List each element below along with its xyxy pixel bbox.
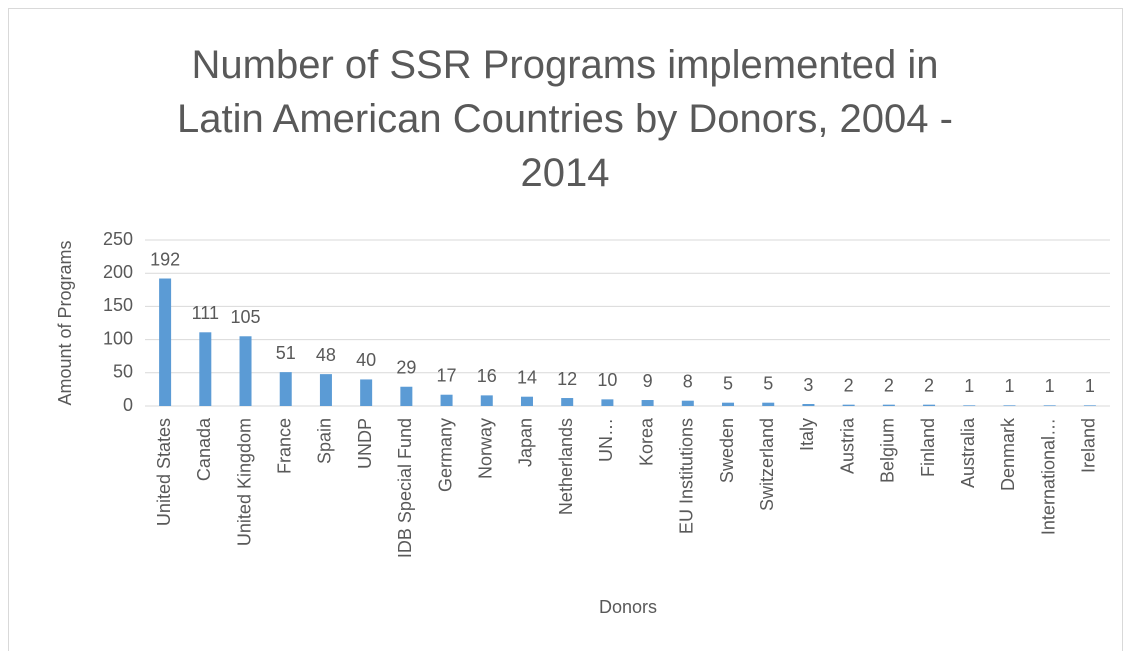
chart-border: [8, 8, 1123, 651]
data-label: 1: [1045, 376, 1055, 396]
x-tick-label: Australia: [958, 417, 978, 488]
data-label: 10: [597, 370, 617, 390]
y-tick-label: 100: [103, 328, 133, 348]
bar: [199, 332, 212, 406]
bar: [279, 372, 292, 406]
bar: [319, 374, 332, 406]
x-tick-label: Finland: [918, 418, 938, 477]
x-tick-label: Denmark: [998, 417, 1018, 491]
chart-title: Number of SSR Programs implemented in La…: [177, 43, 953, 195]
data-label: 40: [356, 350, 376, 370]
bar: [360, 379, 373, 406]
x-tick-label: Spain: [315, 418, 335, 464]
x-tick-label: United Kingdom: [234, 418, 254, 546]
x-tick-label: Sweden: [717, 418, 737, 483]
bar: [601, 399, 614, 406]
data-label: 1: [964, 376, 974, 396]
y-tick-label: 250: [103, 229, 133, 249]
y-tick-label: 150: [103, 295, 133, 315]
bar: [802, 404, 815, 406]
x-tick-label: Korea: [636, 417, 656, 466]
x-tick-label: United States: [154, 418, 174, 526]
data-label: 105: [230, 307, 260, 327]
data-label: 2: [884, 375, 894, 395]
bar: [159, 278, 172, 406]
x-tick-label: UN…: [596, 418, 616, 462]
bar: [963, 405, 976, 406]
bar: [722, 402, 735, 406]
x-tick-label: Belgium: [878, 418, 898, 483]
data-label: 192: [150, 249, 180, 269]
x-tick-label: EU Institutions: [677, 418, 697, 534]
bar: [882, 404, 895, 406]
data-label: 5: [763, 373, 773, 393]
data-label: 9: [643, 371, 653, 391]
bar: [1043, 405, 1056, 406]
bar: [681, 400, 694, 406]
x-tick-label: Norway: [476, 418, 496, 479]
bar: [842, 404, 855, 406]
bar: [1083, 405, 1096, 406]
x-tick-label: UNDP: [355, 418, 375, 469]
bar: [520, 396, 533, 406]
data-label: 2: [844, 375, 854, 395]
data-label: 14: [517, 367, 537, 387]
bar: [762, 402, 775, 406]
data-label: 1: [1085, 376, 1095, 396]
data-label: 3: [803, 375, 813, 395]
data-label: 5: [723, 373, 733, 393]
bar: [1003, 405, 1016, 406]
data-label: 2: [924, 375, 934, 395]
bar: [641, 400, 654, 406]
y-tick-label: 50: [113, 362, 133, 382]
x-tick-label: Ireland: [1079, 418, 1099, 473]
data-label: 12: [557, 369, 577, 389]
x-tick-label: Netherlands: [556, 418, 576, 515]
data-label: 16: [477, 366, 497, 386]
x-tick-label: France: [274, 418, 294, 474]
x-tick-label: Germany: [435, 418, 455, 492]
bar: [440, 394, 453, 406]
bar: [923, 404, 936, 406]
x-tick-label: Japan: [516, 418, 536, 467]
x-tick-label: Canada: [194, 417, 214, 481]
bar: [400, 386, 413, 406]
y-tick-label: 0: [123, 395, 133, 415]
x-tick-label: Austria: [837, 417, 857, 474]
data-label: 51: [276, 343, 296, 363]
data-label: 8: [683, 371, 693, 391]
data-label: 1: [1004, 376, 1014, 396]
data-label: 48: [316, 345, 336, 365]
x-tick-label: Switzerland: [757, 418, 777, 511]
x-axis-title: Donors: [599, 597, 657, 617]
y-axis-title: Amount of Programs: [55, 240, 75, 405]
data-label: 17: [437, 365, 457, 385]
x-tick-label: IDB Special Fund: [395, 418, 415, 558]
bar: [480, 395, 493, 406]
bar: [561, 398, 574, 406]
data-label: 29: [396, 357, 416, 377]
data-label: 111: [192, 303, 219, 323]
y-tick-label: 200: [103, 262, 133, 282]
x-tick-label: International…: [1038, 418, 1058, 535]
x-tick-label: Italy: [797, 418, 817, 451]
bar: [239, 336, 252, 406]
